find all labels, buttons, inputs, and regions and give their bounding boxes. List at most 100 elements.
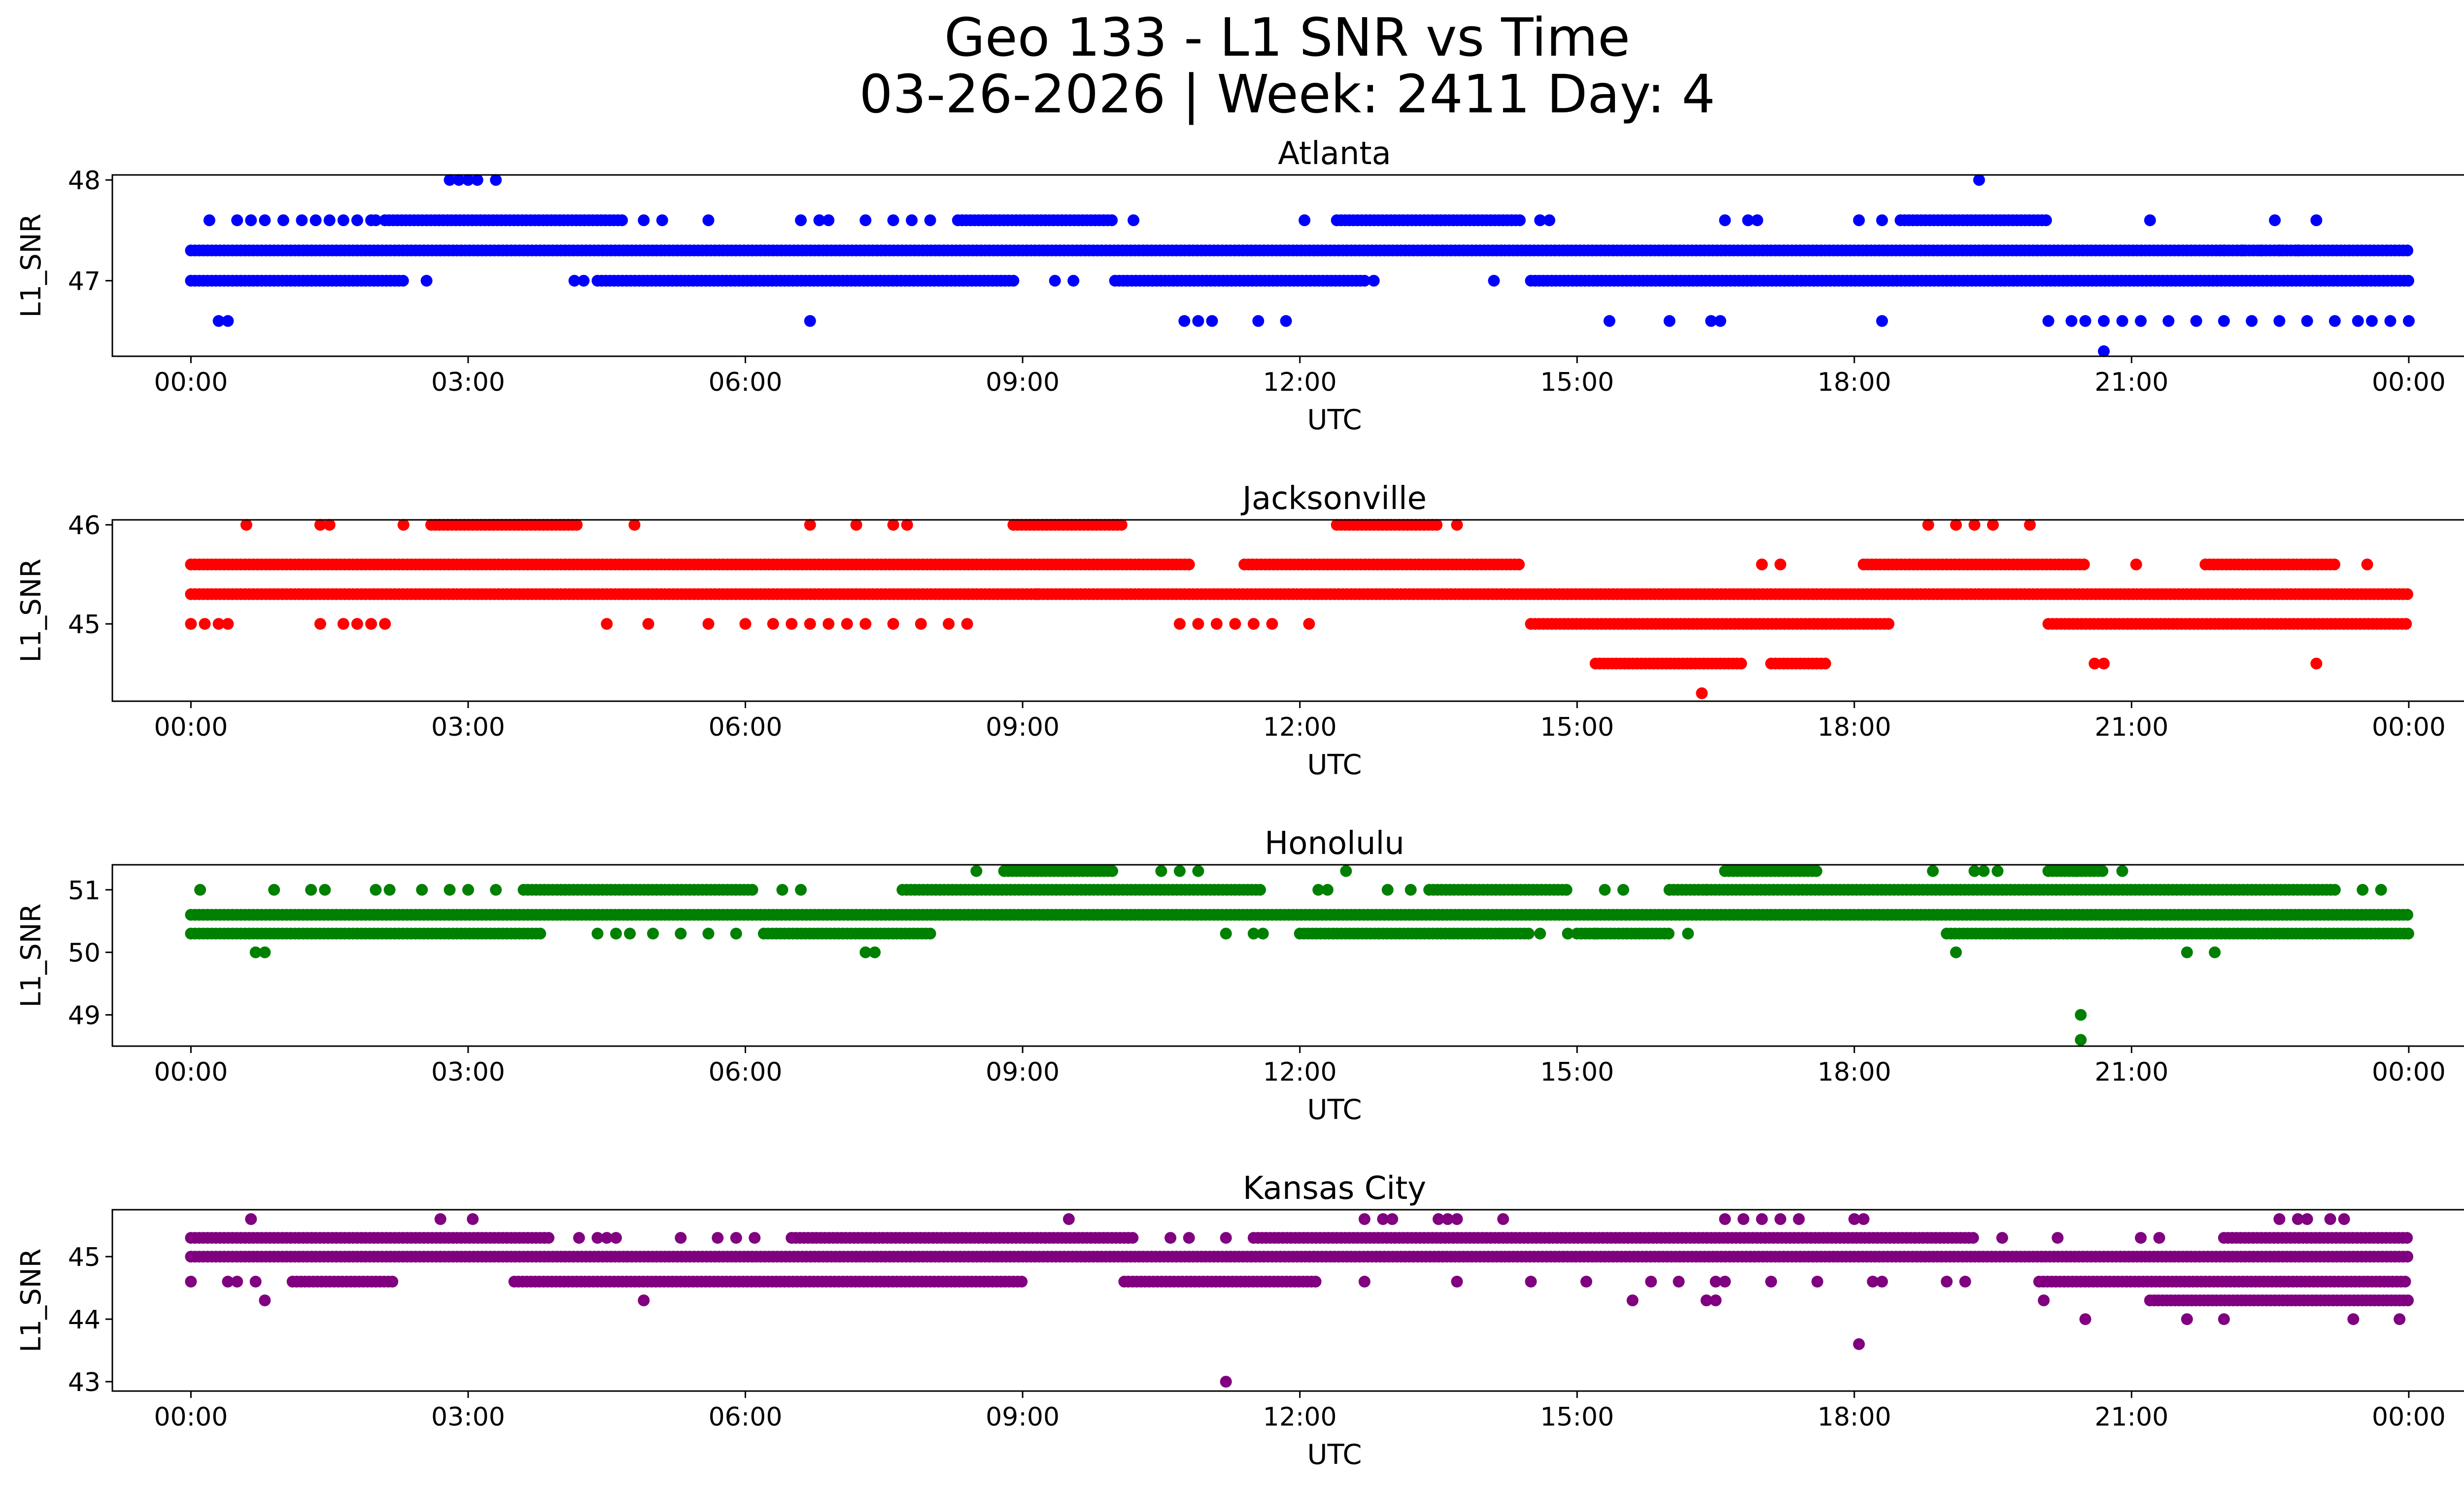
data-point: [2352, 315, 2364, 327]
data-point: [1183, 559, 1195, 571]
data-point: [2218, 315, 2230, 327]
data-point: [1174, 865, 1186, 877]
data-point: [1192, 618, 1204, 630]
data-point: [2098, 345, 2110, 357]
data-point: [915, 618, 927, 630]
data-point: [2292, 244, 2304, 256]
data-point: [444, 884, 456, 896]
data-point: [1682, 928, 1694, 940]
data-point: [398, 519, 410, 531]
data-point: [2310, 214, 2322, 226]
data-point: [822, 214, 834, 226]
data-point: [2075, 1034, 2087, 1046]
data-point: [2375, 884, 2387, 896]
data-point: [1604, 315, 1615, 327]
data-point: [222, 315, 234, 327]
x-tick-label: 03:00: [431, 713, 505, 742]
data-point: [795, 214, 807, 226]
data-point: [578, 275, 589, 287]
y-tick-label: 48: [68, 166, 101, 196]
x-tick-label: 00:00: [2372, 1057, 2446, 1087]
data-point: [1488, 275, 1500, 287]
y-tick-label: 50: [68, 939, 101, 968]
y-tick-label: 45: [68, 610, 101, 640]
data-point: [1950, 519, 1962, 531]
x-tick-label: 21:00: [2094, 713, 2168, 742]
data-point: [1543, 214, 1555, 226]
y-tick-label: 49: [68, 1001, 101, 1031]
data-point: [2078, 559, 2090, 571]
data-point: [1116, 519, 1128, 531]
x-tick-label: 18:00: [1817, 1057, 1891, 1087]
data-point: [2403, 315, 2415, 327]
data-point: [1382, 884, 1394, 896]
x-axis-label: UTC: [1307, 404, 1362, 436]
x-tick-label: 06:00: [709, 368, 783, 397]
data-point: [2080, 315, 2091, 327]
data-point: [1882, 618, 1894, 630]
data-point: [1950, 947, 1962, 958]
y-tick-label: 51: [68, 876, 101, 906]
data-point: [370, 214, 381, 226]
x-tick-label: 06:00: [709, 713, 783, 742]
data-point: [2070, 865, 2082, 877]
data-point: [2043, 315, 2054, 327]
x-tick-label: 12:00: [1263, 1057, 1337, 1087]
data-point: [194, 884, 206, 896]
data-point: [703, 928, 715, 940]
data-point: [1254, 884, 1266, 896]
data-point: [2024, 519, 2036, 531]
x-tick-label: 12:00: [1263, 713, 1337, 742]
data-point: [351, 214, 363, 226]
data-point: [2117, 315, 2128, 327]
data-point: [2075, 1009, 2087, 1021]
data-point: [2040, 214, 2052, 226]
data-point: [804, 618, 816, 630]
data-point: [1927, 865, 1939, 877]
data-point: [1299, 214, 1310, 226]
data-point: [2098, 658, 2110, 670]
data-point: [1220, 928, 1232, 940]
data-point: [1967, 1232, 1979, 1244]
data-point: [2400, 618, 2412, 630]
data-point: [906, 214, 918, 226]
data-point: [1340, 865, 1352, 877]
data-point: [379, 618, 391, 630]
data-point: [245, 214, 257, 226]
data-point: [1819, 658, 1831, 670]
data-point: [2190, 315, 2202, 327]
data-point: [1719, 214, 1731, 226]
data-point: [543, 1232, 554, 1244]
data-point: [384, 884, 396, 896]
data-point: [1617, 884, 1629, 896]
y-axis-label: L1_SNR: [15, 558, 47, 662]
data-point: [370, 884, 381, 896]
panel-title: Jacksonville: [1240, 480, 1427, 517]
data-point: [851, 519, 862, 531]
data-point: [1206, 315, 1218, 327]
data-point: [647, 928, 659, 940]
data-point: [786, 618, 797, 630]
data-point: [2218, 244, 2230, 256]
data-point: [310, 214, 322, 226]
data-point: [1106, 865, 1118, 877]
data-point: [338, 214, 349, 226]
data-point: [2135, 315, 2147, 327]
data-point: [1756, 559, 1768, 571]
data-point: [1561, 884, 1573, 896]
data-point: [841, 618, 853, 630]
x-tick-label: 18:00: [1817, 368, 1891, 397]
data-point: [767, 618, 779, 630]
panel-title: Kansas City: [1243, 1170, 1426, 1207]
y-tick-label: 46: [68, 511, 101, 541]
data-point: [386, 1276, 398, 1288]
x-tick-label: 03:00: [431, 368, 505, 397]
data-point: [1211, 618, 1223, 630]
data-point: [462, 884, 474, 896]
figure-title-line2: 03-26-2026 | Week: 2411 Day: 4: [859, 64, 1715, 125]
data-point: [888, 618, 899, 630]
data-point: [1030, 588, 1042, 600]
data-point: [804, 315, 816, 327]
data-point: [268, 884, 280, 896]
